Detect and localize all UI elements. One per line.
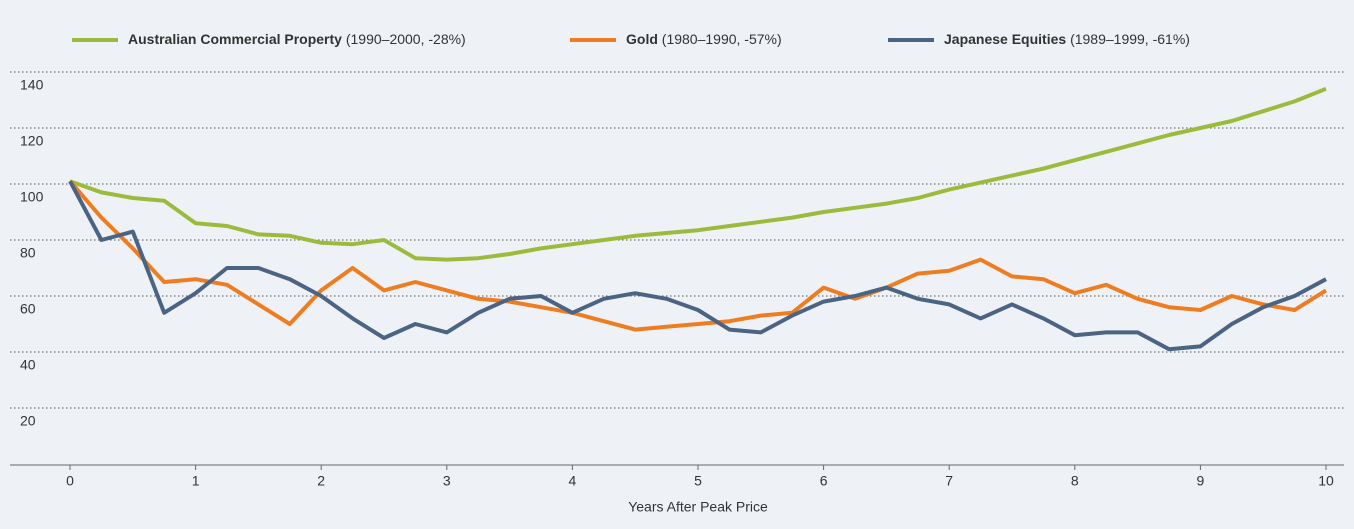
series-line — [68, 179, 1328, 332]
legend-name: Australian Commercial Property — [128, 31, 342, 47]
legend-detail: (1980–1990, -57%) — [662, 31, 782, 47]
y-tick-label: 40 — [20, 357, 36, 373]
y-tick-label: 140 — [20, 77, 44, 93]
y-tick-label: 60 — [20, 301, 36, 317]
series-line — [69, 86, 1327, 262]
series-line — [68, 180, 1327, 352]
x-tick-label: 6 — [820, 473, 828, 489]
x-tick-label: 0 — [66, 473, 74, 489]
y-tick-label: 80 — [20, 245, 36, 261]
y-tick-label: 20 — [20, 413, 36, 429]
x-tick-label: 1 — [192, 473, 200, 489]
x-tick-label: 10 — [1318, 473, 1334, 489]
x-axis-label: Years After Peak Price — [628, 499, 768, 515]
legend-name: Gold — [626, 31, 658, 47]
x-tick-label: 3 — [443, 473, 451, 489]
legend-detail: (1989–1999, -61%) — [1070, 31, 1190, 47]
x-tick-label: 8 — [1071, 473, 1079, 489]
x-tick-label: 5 — [694, 473, 702, 489]
legend-entry: Gold (1980–1990, -57%) — [626, 31, 782, 47]
y-tick-label: 120 — [20, 133, 44, 149]
legend-entry: Japanese Equities (1989–1999, -61%) — [944, 31, 1190, 47]
legend-entry: Australian Commercial Property (1990–200… — [128, 31, 466, 47]
x-tick-label: 9 — [1197, 473, 1205, 489]
x-tick-label: 2 — [317, 473, 325, 489]
legend-name: Japanese Equities — [944, 31, 1066, 47]
legend-detail: (1990–2000, -28%) — [346, 31, 466, 47]
y-tick-label: 100 — [20, 189, 44, 205]
x-tick-label: 4 — [569, 473, 577, 489]
x-tick-label: 7 — [945, 473, 953, 489]
